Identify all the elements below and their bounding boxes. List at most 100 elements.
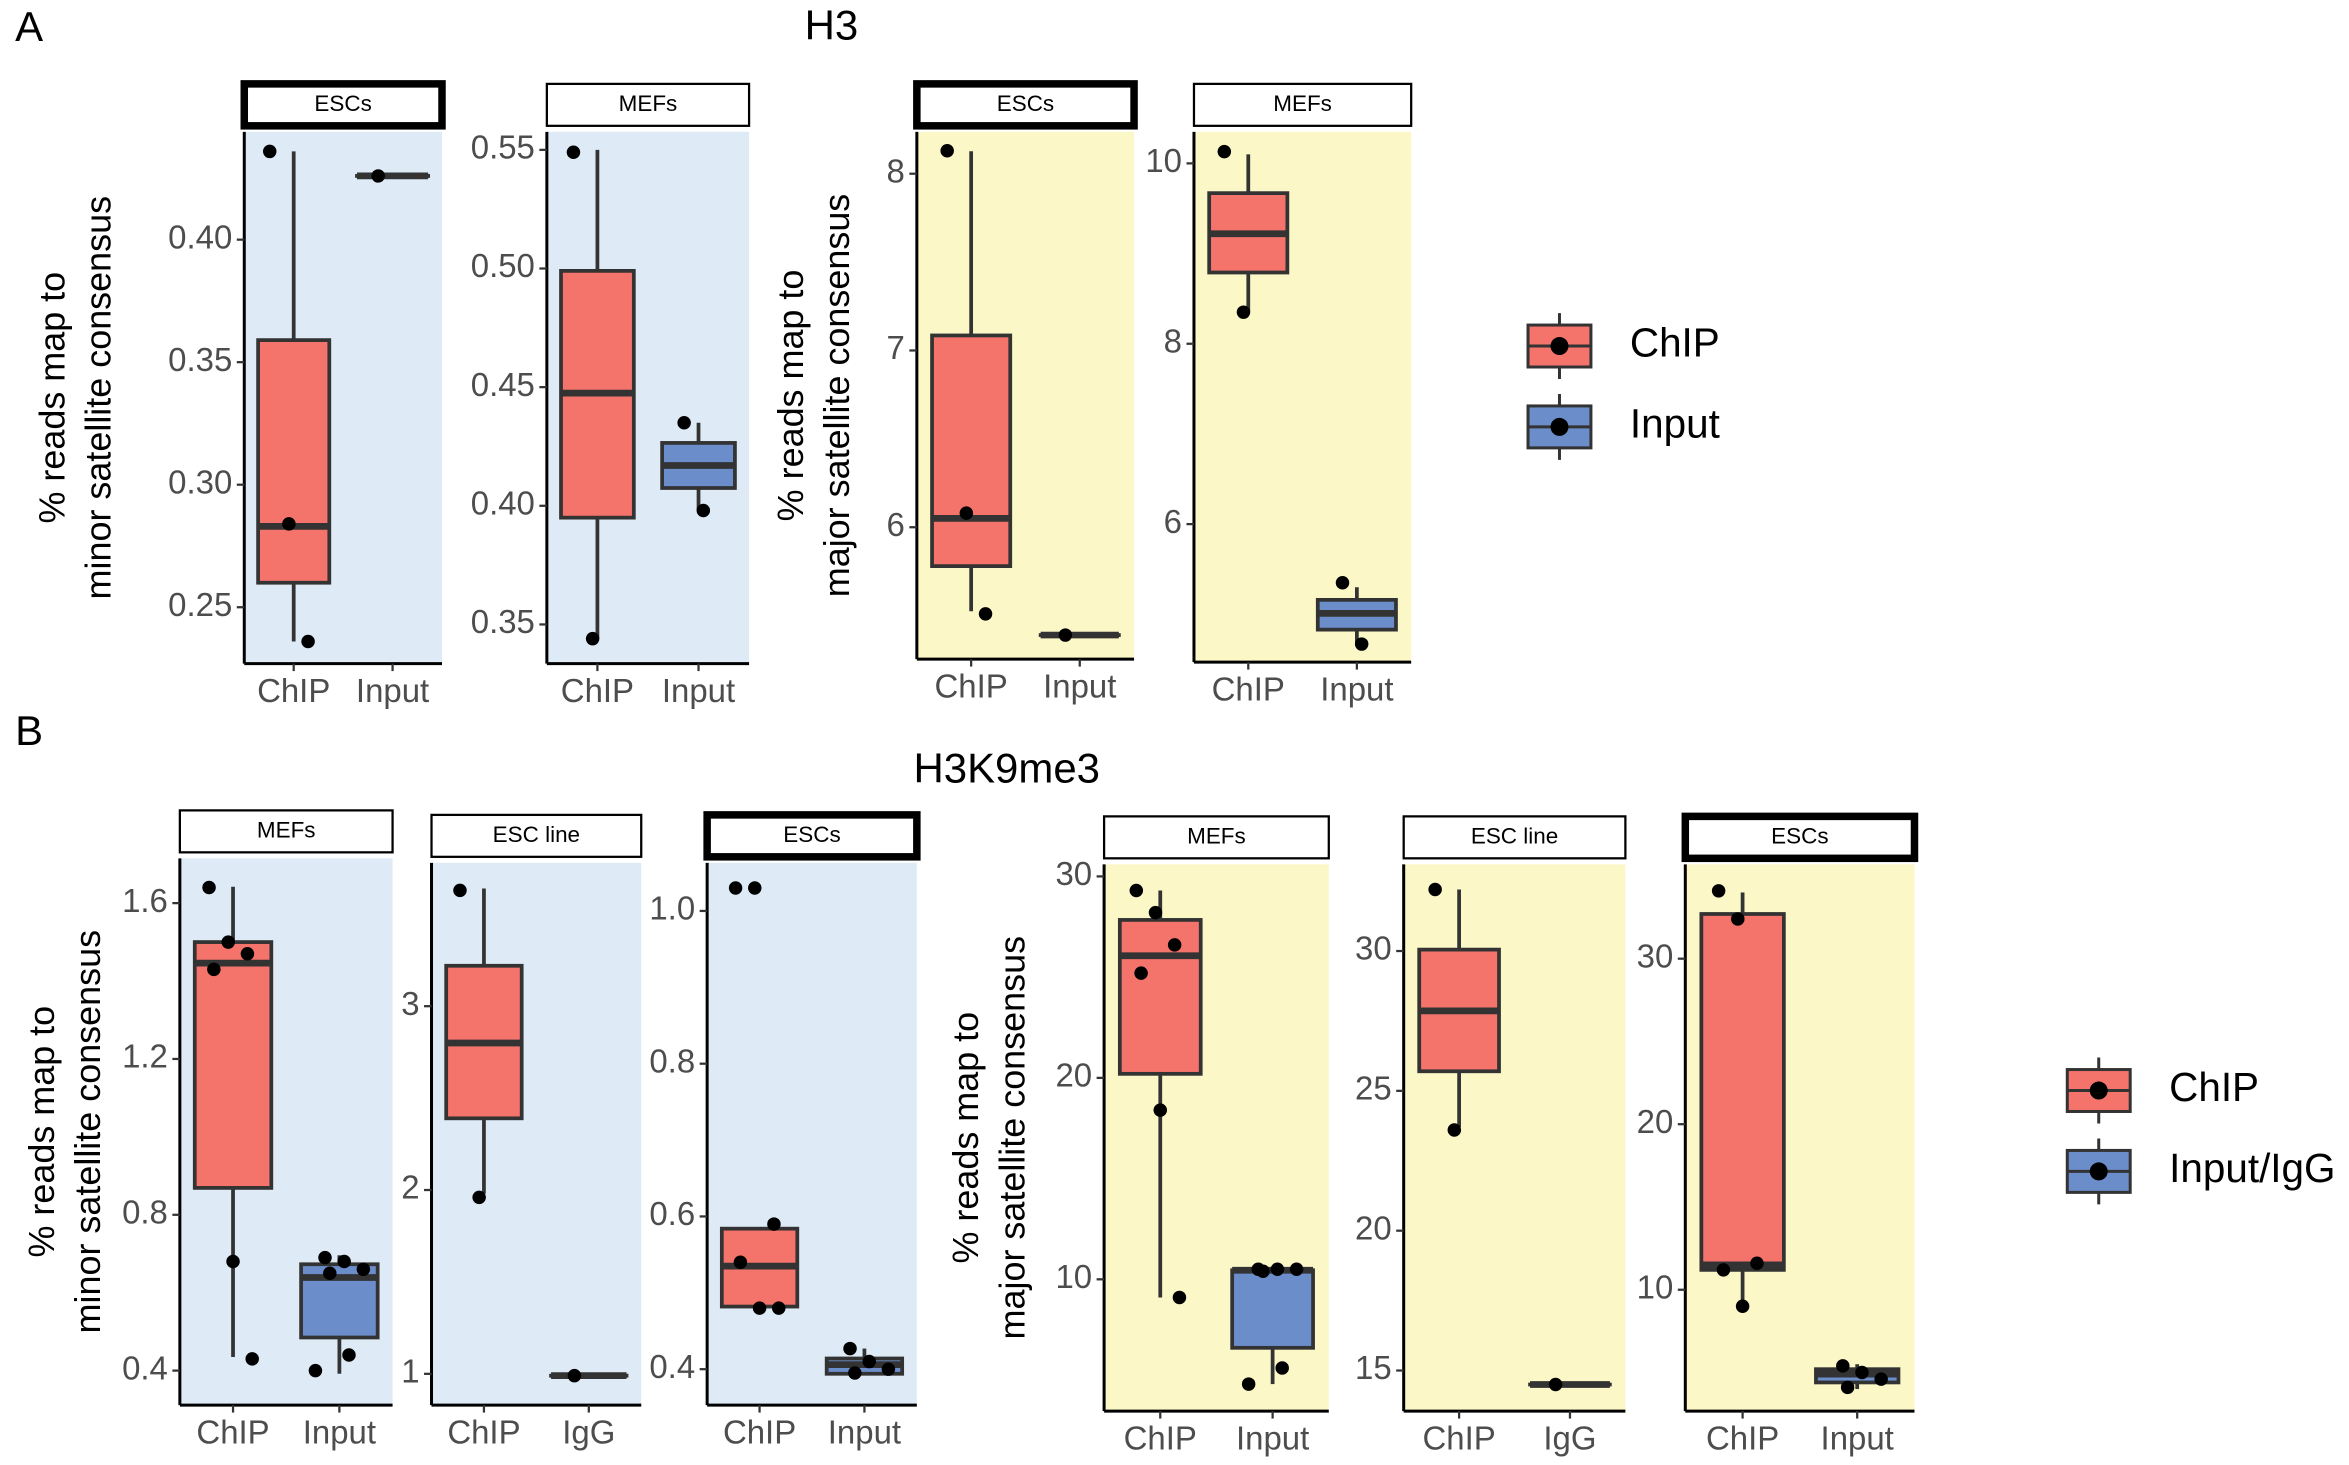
x-tick-label: IgG — [1543, 1420, 1596, 1457]
strip-label: ESCs — [314, 91, 371, 116]
data-point — [1855, 1365, 1869, 1380]
strip — [913, 80, 1138, 130]
y-axis-label: % reads map to — [770, 270, 811, 522]
y-tick-label: 2 — [401, 1169, 419, 1206]
box — [1117, 918, 1203, 1076]
box — [1230, 1268, 1315, 1350]
y-tick-label: 0.50 — [471, 247, 535, 284]
data-point — [959, 506, 974, 520]
y-tick-label: 30 — [1637, 937, 1674, 974]
data-point — [240, 947, 255, 961]
y-tick-label: 0.30 — [168, 463, 232, 500]
y-tick-label: 0.40 — [168, 218, 232, 255]
strip-label: MEFs — [1187, 823, 1246, 848]
y-tick-label: 30 — [1055, 855, 1092, 892]
strip — [1192, 82, 1413, 127]
data-point — [262, 144, 277, 159]
legend-key-dot — [2089, 1162, 2108, 1181]
x-tick-label: ChIP — [257, 672, 330, 709]
y-tick-label: 20 — [1355, 1209, 1392, 1246]
box — [1699, 912, 1786, 1272]
x-tick-label: ChIP — [1706, 1420, 1779, 1457]
data-point — [1172, 1290, 1187, 1305]
x-tick-label: ChIP — [1212, 671, 1285, 708]
strip-label: ESCs — [783, 822, 840, 847]
data-point — [1217, 144, 1232, 159]
data-point — [1256, 1264, 1270, 1279]
data-point — [1840, 1380, 1855, 1395]
strip-label: MEFs — [1273, 91, 1332, 116]
data-point — [940, 143, 954, 158]
y-tick-label: 8 — [887, 152, 905, 189]
y-tick-label: 0.4 — [122, 1349, 168, 1386]
data-point — [472, 1190, 486, 1205]
data-point — [1129, 883, 1144, 898]
legend-key-dot — [1550, 417, 1569, 436]
group-title: H3K9me3 — [913, 745, 1099, 792]
y-tick-label: 1.0 — [649, 890, 695, 927]
data-point — [733, 1255, 748, 1270]
data-point — [1167, 938, 1182, 952]
data-point — [221, 935, 235, 949]
y-tick-label: 0.55 — [471, 129, 535, 166]
y-tick-label: 7 — [887, 329, 905, 366]
data-point — [356, 1262, 371, 1277]
strip-label: ESCs — [1771, 823, 1828, 848]
data-point — [308, 1363, 323, 1378]
x-tick-label: ChIP — [935, 668, 1008, 705]
data-point — [226, 1254, 240, 1269]
data-point — [567, 1368, 582, 1383]
y-axis-label: minor satellite consensus — [67, 930, 108, 1333]
data-point — [1735, 1299, 1750, 1314]
panel-label: B — [15, 707, 43, 754]
y-tick-label: 0.8 — [649, 1042, 695, 1079]
data-point — [337, 1254, 351, 1269]
x-tick-label: ChIP — [1124, 1420, 1197, 1457]
legend-key-dot — [1550, 337, 1569, 356]
strip — [178, 809, 394, 854]
data-point — [1058, 628, 1073, 642]
y-tick-label: 0.8 — [122, 1193, 168, 1230]
x-tick-label: Input — [1320, 671, 1393, 708]
data-point — [748, 881, 762, 895]
x-tick-label: Input — [1236, 1420, 1309, 1457]
data-point — [843, 1341, 857, 1356]
x-tick-label: ChIP — [561, 672, 634, 709]
data-point — [282, 517, 296, 531]
x-tick-label: ChIP — [723, 1414, 796, 1451]
strip-label: MEFs — [619, 91, 678, 116]
panel-background — [1403, 864, 1626, 1412]
y-tick-label: 0.35 — [471, 603, 535, 640]
data-point — [585, 631, 600, 646]
data-point — [1275, 1361, 1289, 1375]
x-tick-label: ChIP — [447, 1414, 520, 1451]
y-tick-label: 0.40 — [471, 484, 535, 521]
y-tick-label: 20 — [1637, 1103, 1674, 1140]
y-tick-label: 1.2 — [122, 1038, 168, 1075]
legend-key-dot — [2089, 1081, 2108, 1100]
y-tick-label: 10 — [1145, 142, 1182, 179]
panel-background — [431, 862, 642, 1406]
y-axis-label: % reads map to — [31, 272, 72, 524]
x-tick-label: Input — [1821, 1420, 1894, 1457]
y-axis-label: % reads map to — [21, 1006, 62, 1258]
data-point — [1447, 1123, 1462, 1137]
data-point — [1731, 912, 1745, 926]
data-point — [301, 634, 315, 649]
y-tick-label: 20 — [1055, 1057, 1092, 1094]
strip — [1102, 815, 1330, 860]
y-tick-label: 10 — [1055, 1258, 1092, 1295]
y-axis-label: major satellite consensus — [816, 194, 857, 598]
data-point — [1836, 1359, 1850, 1373]
data-point — [696, 503, 711, 518]
y-tick-label: 25 — [1355, 1070, 1392, 1107]
data-point — [245, 1352, 259, 1366]
legend-label: Input/IgG — [2169, 1145, 2335, 1191]
data-point — [323, 1266, 337, 1280]
x-tick-label: Input — [662, 672, 735, 709]
y-tick-label: 15 — [1355, 1349, 1392, 1386]
data-point — [677, 416, 691, 430]
y-tick-label: 10 — [1637, 1268, 1674, 1305]
strip-label: ESCs — [997, 91, 1054, 116]
data-point — [1236, 305, 1251, 319]
